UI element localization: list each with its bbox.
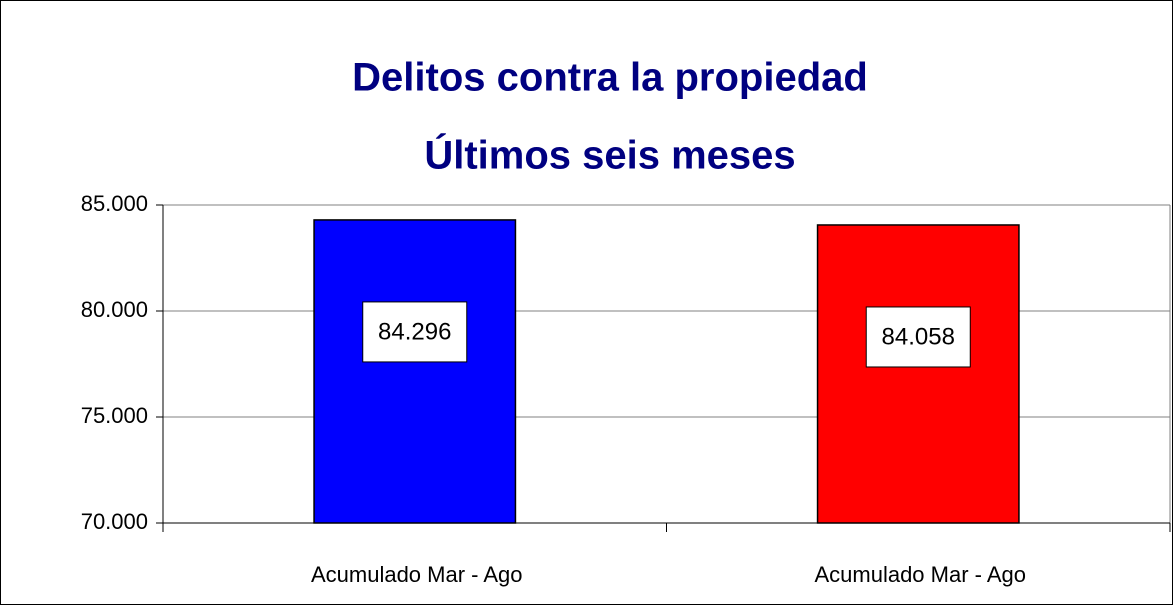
chart-title: Últimos seis meses [424,132,795,178]
bar [313,219,517,524]
y-tick-label: 70.000 [81,509,148,534]
value-label-box [865,306,971,368]
x-tick-label: Acumulado Mar - Ago [814,562,1026,587]
y-tick-label: 80.000 [81,297,148,322]
x-tick-label: Acumulado Mar - Ago [311,562,523,587]
y-tick-label: 85.000 [81,191,148,216]
chart-title: Delitos contra la propiedad [352,56,868,100]
value-label: 84.058 [882,323,955,350]
y-tick-label: 75.000 [81,403,148,428]
bar [816,224,1020,524]
value-label-box [362,301,468,363]
value-label: 84.296 [378,318,451,345]
